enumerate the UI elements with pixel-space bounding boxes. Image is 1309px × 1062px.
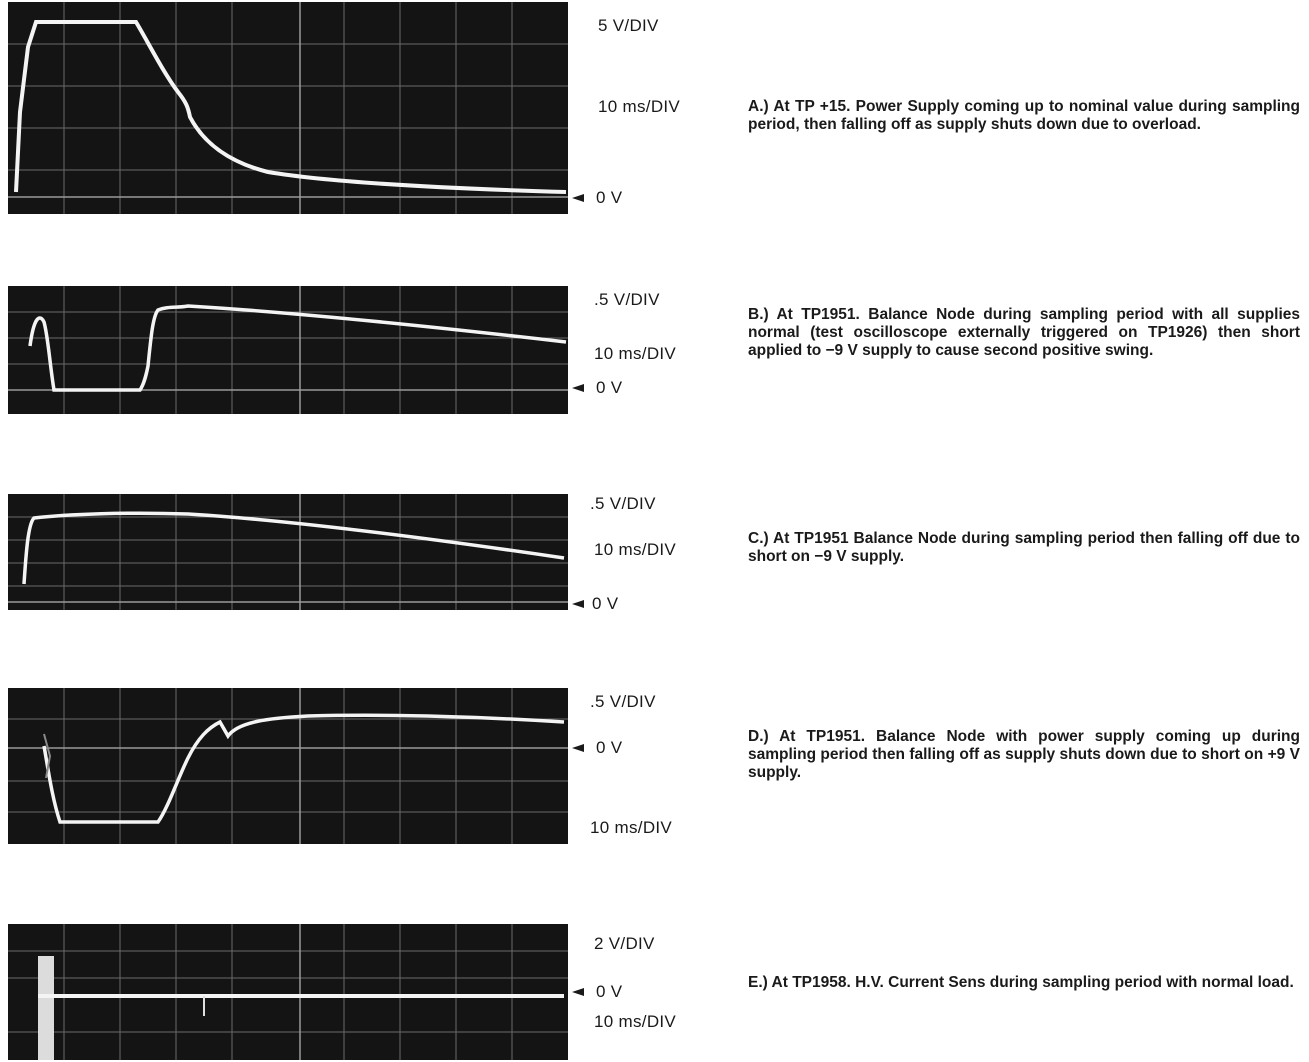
time-per-div-label-d: 10 ms/DIV	[590, 818, 673, 837]
time-per-div-label-c: 10 ms/DIV	[594, 540, 677, 559]
waveform	[14, 20, 567, 194]
zero-marker-arrow-c	[572, 600, 584, 608]
zero-marker-arrow-e	[572, 988, 584, 996]
caption-b: B.) At TP1951. Balance Node during sampl…	[748, 306, 1300, 359]
zero-volt-label-e: 0 V	[596, 982, 623, 1001]
oscilloscope-trace-d	[8, 688, 568, 844]
caption-a: A.) At TP +15. Power Supply coming up to…	[748, 98, 1300, 133]
zero-marker-arrow-a	[572, 194, 584, 202]
waveform	[42, 713, 565, 824]
volts-per-div-label-d: .5 V/DIV	[590, 692, 656, 711]
oscilloscope-trace-a	[8, 2, 568, 214]
scope-grid	[8, 924, 568, 1060]
trace-b-svg	[8, 286, 568, 414]
time-per-div-label-e: 10 ms/DIV	[594, 1012, 677, 1031]
volts-per-div-label-a: 5 V/DIV	[598, 16, 659, 35]
waveform	[22, 511, 565, 585]
zero-volt-label-c: 0 V	[592, 594, 619, 613]
zero-volt-label-d: 0 V	[596, 738, 623, 757]
volts-per-div-label-b: .5 V/DIV	[594, 290, 660, 309]
caption-e: E.) At TP1958. H.V. Current Sens during …	[748, 974, 1294, 991]
zero-marker-arrow-b	[572, 384, 584, 392]
trace-e-svg	[8, 924, 568, 1060]
caption-c: C.) At TP1951 Balance Node during sampli…	[748, 530, 1300, 565]
oscilloscope-trace-b	[8, 286, 568, 414]
scope-grid	[8, 494, 568, 610]
scope-grid	[8, 286, 568, 414]
volts-per-div-label-c: .5 V/DIV	[590, 494, 656, 513]
trace-c-svg	[8, 494, 568, 610]
zero-volt-label-b: 0 V	[596, 378, 623, 397]
zero-volt-label-a: 0 V	[596, 188, 623, 207]
time-per-div-label-a: 10 ms/DIV	[598, 97, 681, 116]
trace-d-svg	[8, 688, 568, 844]
time-per-div-label-b: 10 ms/DIV	[594, 344, 677, 363]
zero-marker-arrow-d	[572, 744, 584, 752]
trace-a-svg	[8, 2, 568, 214]
caption-d: D.) At TP1951. Balance Node with power s…	[748, 728, 1300, 781]
waveform	[28, 304, 567, 392]
oscilloscope-trace-e	[8, 924, 568, 1060]
volts-per-div-label-e: 2 V/DIV	[594, 934, 655, 953]
scope-grid	[8, 2, 568, 214]
oscilloscope-trace-c	[8, 494, 568, 610]
